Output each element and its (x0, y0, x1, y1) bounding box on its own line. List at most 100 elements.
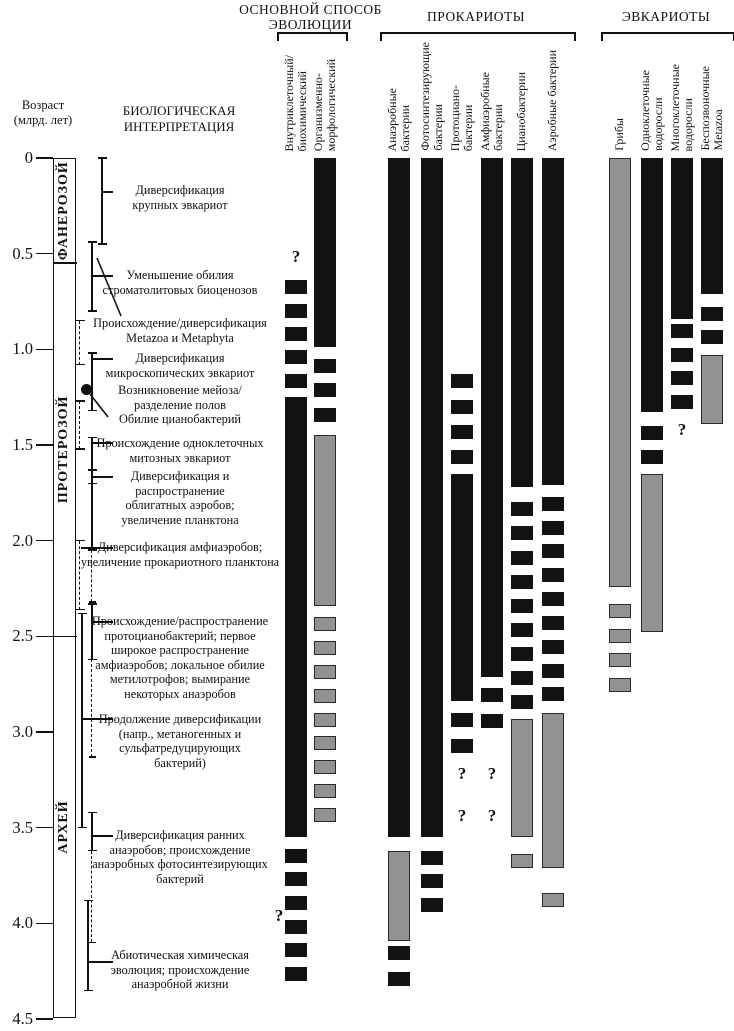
event-bracket-cap (75, 448, 85, 450)
bar-segment (542, 712, 564, 868)
question-mark: ? (487, 764, 497, 784)
event-bracket-cap (75, 319, 85, 322)
event-bracket-cap (83, 989, 93, 992)
bar-dash (285, 373, 307, 388)
era-label: ПРОТЕРОЗОЙ (56, 396, 71, 504)
bar-dash (314, 408, 336, 423)
bar-dash (314, 617, 336, 632)
age-tick-label: 0 (24, 148, 33, 167)
age-tick-line (36, 252, 53, 255)
bar-segment (511, 718, 533, 838)
event-bracket (87, 900, 89, 991)
bar-dash (641, 425, 663, 440)
age-tick-label: 4.5 (12, 1008, 33, 1028)
bar-segment (451, 473, 473, 702)
column-label: Аэробные бактерии (545, 49, 559, 151)
bar-dash (314, 358, 336, 373)
event-bracket-cap (87, 469, 97, 471)
event-leader (93, 358, 113, 360)
event-bracket (91, 242, 93, 312)
bar-dash (542, 544, 564, 559)
bar-dash (314, 712, 336, 727)
event-leader (93, 835, 113, 837)
bar-dash (641, 450, 663, 465)
group-header: ОСНОВНОЙ СПОСОБ ЭВОЛЮЦИИ (239, 2, 382, 32)
event-bracket-cap (87, 241, 97, 243)
event-bracket (91, 437, 93, 484)
question-mark: ? (274, 905, 284, 925)
event-bracket-cap (83, 899, 93, 902)
bar-segment (421, 158, 443, 838)
bar-segment (511, 158, 533, 488)
column-label: Анаэробные бактерии (384, 87, 412, 151)
event-bracket-cap (87, 603, 97, 605)
event-label: Происхождение/диверсификация Metazoa и M… (93, 316, 267, 345)
meiosis-dot (80, 384, 92, 395)
age-tick-label: 3.5 (12, 817, 33, 837)
bar-dash (285, 350, 307, 365)
bar-dash (314, 641, 336, 656)
bar-dash (314, 736, 336, 751)
event-bracket (101, 158, 103, 245)
age-tick-line (36, 826, 53, 829)
age-tick-label: 4.0 (12, 913, 33, 933)
event-bracket-cap (88, 756, 96, 758)
bar-segment (671, 158, 693, 319)
era-label: ФАНЕРОЗОЙ (56, 161, 71, 261)
event-bracket-cap (87, 409, 97, 412)
bar-segment (314, 158, 336, 348)
bar-dash (542, 663, 564, 678)
bar-dash (421, 874, 443, 889)
age-axis-title: Возраст (млрд. лет) (13, 98, 73, 127)
question-mark: ? (487, 806, 497, 826)
event-label: Происхождение одноклеточных митозных эвк… (96, 436, 264, 465)
age-tick-line (36, 539, 53, 542)
event-bracket-cap (97, 157, 107, 159)
column-label: Амфиаэробные бактерии (477, 72, 505, 151)
bar-dash (451, 450, 473, 465)
bar-dash (511, 598, 533, 613)
bar-dash (542, 687, 564, 702)
event-bracket (91, 812, 93, 851)
question-mark: ? (677, 419, 687, 439)
bar-dash (511, 502, 533, 517)
bar-dash (511, 670, 533, 685)
bar-dash (314, 808, 336, 822)
age-tick-line (36, 1018, 53, 1020)
event-label: Диверсификация крупных эвкариот (132, 183, 228, 212)
event-bracket-cap (75, 539, 85, 542)
interpretation-header: БИОЛОГИЧЕСКАЯ ИНТЕРПРЕТАЦИЯ (122, 103, 236, 134)
bar-dash (511, 526, 533, 541)
bar-dash (542, 520, 564, 535)
event-bracket-cap (75, 400, 85, 402)
event-label: Диверсификация и распространение облигат… (121, 469, 239, 527)
event-bracket (91, 469, 93, 551)
age-tick-line (36, 922, 53, 925)
event-leader (103, 191, 113, 193)
event-label: Абиотическая химическая эволюция; происх… (110, 948, 250, 992)
bar-dash (451, 424, 473, 439)
bar-dash (314, 760, 336, 775)
age-tick-line (36, 731, 53, 733)
bar-segment (701, 158, 723, 294)
bar-dash (285, 943, 307, 958)
bar-dash (481, 687, 503, 702)
event-label: Диверсификация ранних анаэробов; происхо… (92, 828, 268, 886)
age-tick-label: 2.0 (12, 530, 33, 550)
event-bracket (91, 603, 93, 660)
bar-dash (285, 966, 307, 981)
bar-dash (542, 592, 564, 607)
age-tick-line (36, 635, 53, 638)
bar-dash (542, 496, 564, 511)
bar-dash (609, 628, 631, 643)
bar-dash (388, 946, 410, 961)
era-divider (53, 262, 77, 264)
bar-dash (542, 892, 564, 907)
bar-dash (609, 653, 631, 668)
question-mark: ? (291, 247, 301, 267)
event-label: Уменьшение обилия строматолитовых биоцен… (102, 268, 258, 297)
bar-dash (451, 739, 473, 754)
column-label: Организменно- морфологический (310, 58, 338, 151)
bar-segment (542, 158, 564, 486)
